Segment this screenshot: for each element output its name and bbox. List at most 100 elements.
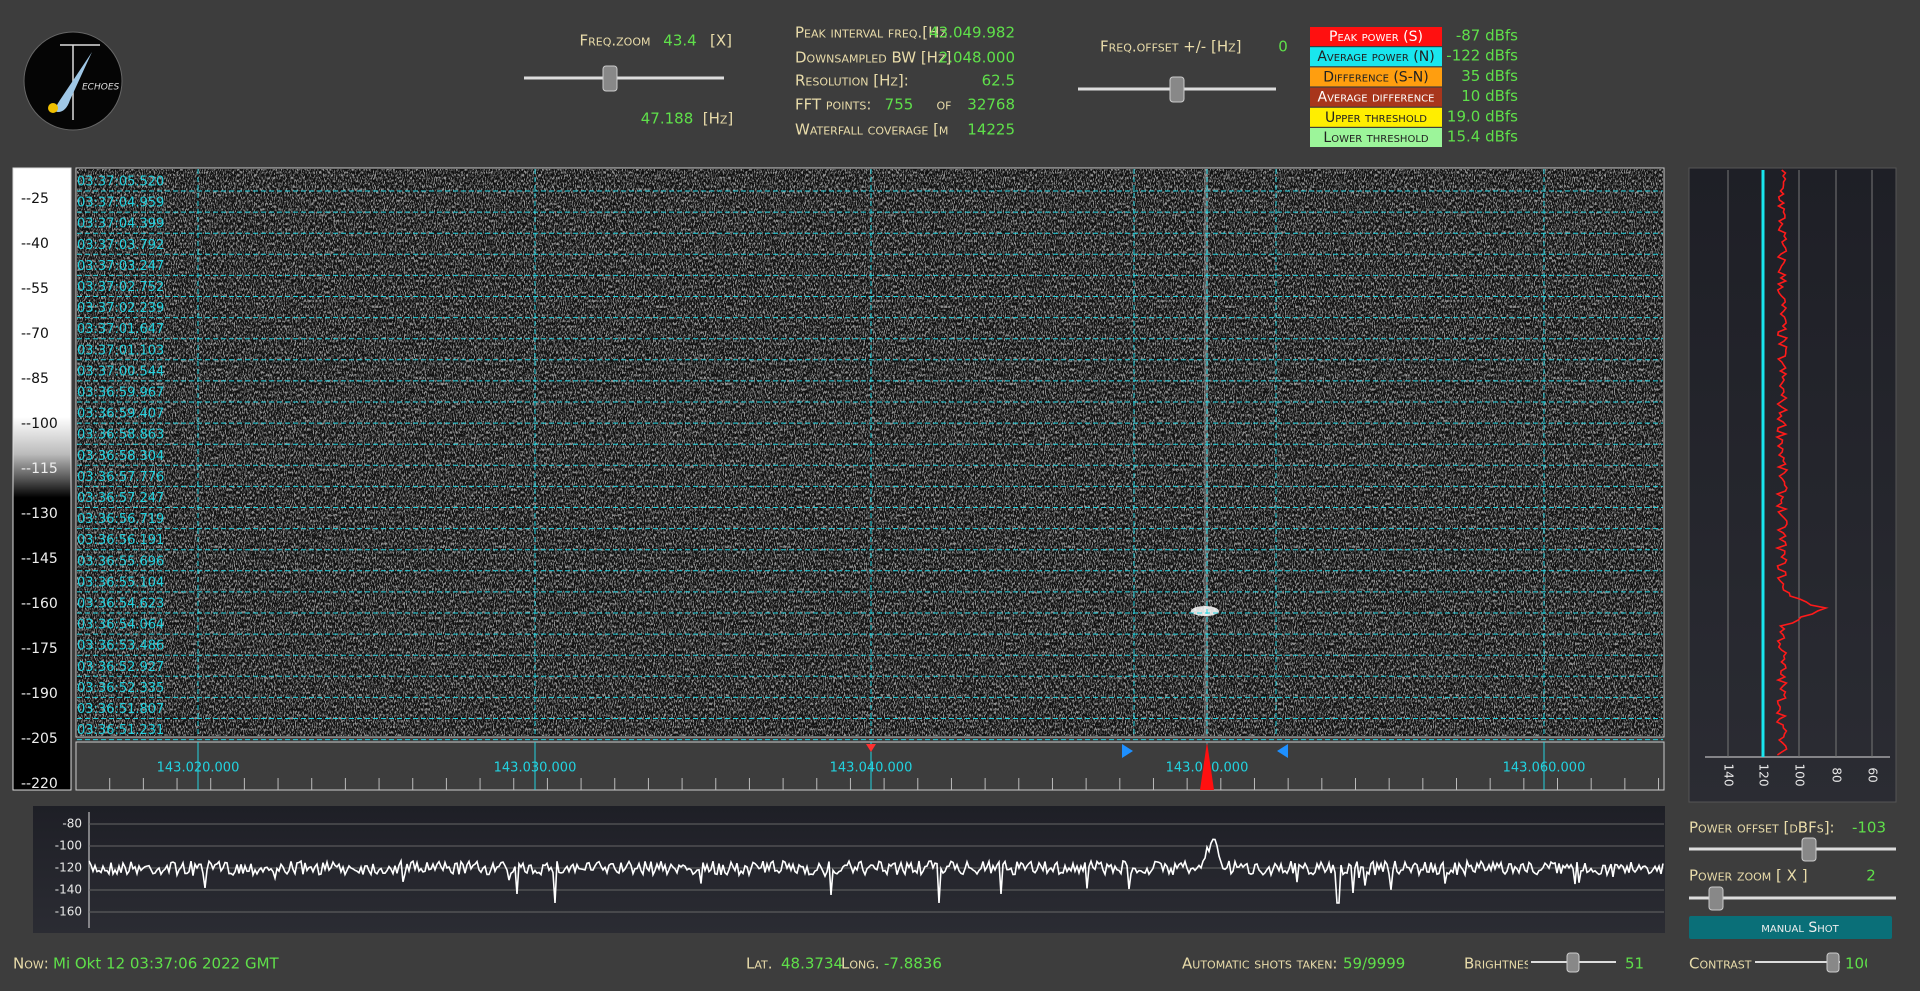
spectrum-label: -100 [55, 839, 82, 853]
info-value: 2.048.000 [939, 49, 1015, 67]
power-scale-label: --115 [21, 461, 58, 477]
timestamp: 03:36:52.335 [77, 681, 164, 696]
freq-label: 143.040.000 [830, 761, 913, 776]
info-label: Resolution [Hz]: [795, 72, 909, 90]
logo: ECHOES [23, 31, 123, 131]
legend-box [1310, 67, 1442, 87]
timestamp: 03:37:04.959 [77, 196, 164, 211]
power-scale-label: --25 [21, 191, 49, 207]
legend-value: 15.4 dBfs [1447, 128, 1518, 146]
timestamp: 03:36:59.407 [77, 407, 164, 422]
info-value: 755 [885, 96, 914, 114]
power-zoom-slider[interactable] [1708, 886, 1724, 911]
timestamp: 03:37:02.239 [77, 301, 164, 316]
brightness-label: Brightness [1464, 955, 1538, 973]
spectrum-label: -80 [62, 817, 82, 831]
legend-label: Peak power (S) [1329, 29, 1423, 45]
side-label: 140 [1722, 764, 1736, 787]
contrast-slider[interactable] [1826, 952, 1840, 973]
power-trace [1774, 169, 1829, 756]
timestamp: 03:36:55.104 [77, 575, 164, 590]
peak-marker [1200, 742, 1214, 790]
legend-label: Difference (S-N) [1323, 69, 1428, 85]
timestamp: 03:36:51.807 [77, 702, 164, 717]
contrast-clip: 100 [1845, 955, 1874, 973]
side-label: 120 [1757, 764, 1771, 787]
info-value: 32768 [967, 96, 1015, 114]
legend-value: -122 dBfs [1446, 47, 1518, 65]
legend-box [1310, 128, 1442, 147]
timestamp: 03:36:55.696 [77, 554, 164, 569]
timestamp: 03:37:03.792 [77, 238, 164, 253]
manual-shot-button[interactable] [1689, 916, 1892, 939]
timestamp: 03:36:53.486 [77, 639, 164, 654]
timestamp: 03:36:54.064 [77, 618, 164, 633]
svg-text:ECHOES: ECHOES [82, 83, 120, 93]
timestamp: 03:36:57.247 [77, 491, 164, 506]
zoom-unit: [X] [710, 32, 732, 50]
timestamp: 03:37:01.647 [77, 322, 164, 337]
zoom-slider[interactable] [602, 65, 618, 92]
power-scale-label: --205 [21, 731, 58, 747]
timestamp: 03:36:54.623 [77, 597, 164, 612]
brightness-clip: Brightness [1464, 955, 1538, 973]
side-label: 60 [1866, 767, 1880, 782]
timestamp: 03:36:58.304 [77, 449, 164, 464]
side-label: 80 [1830, 767, 1844, 782]
now-value: Mi Okt 12 03:37:06 2022 GMT [53, 955, 280, 973]
brightness-slider[interactable] [1566, 952, 1580, 973]
long-value: -7.8836 [884, 955, 942, 973]
timestamp: 03:36:56.719 [77, 512, 164, 527]
contrast-label: Contrast [1689, 955, 1752, 973]
power-scale-label: --175 [21, 641, 58, 657]
contrast-value: 100 [1845, 955, 1874, 973]
legend-box [1310, 87, 1442, 107]
freq-label: 143.020.000 [157, 761, 240, 776]
power-scale-label: --85 [21, 371, 49, 387]
signal-trace [1204, 169, 1208, 736]
shots-label: Automatic shots taken: [1182, 955, 1337, 973]
lat-value: 48.3734 [781, 955, 843, 973]
info-value: 14225 [967, 121, 1015, 139]
info-label: Waterfall coverage [m [795, 121, 948, 139]
power-scale-label: --70 [21, 326, 49, 342]
power-scale-label: --220 [21, 776, 58, 792]
now-label: Now: [13, 955, 49, 973]
info-of: of [937, 96, 952, 114]
offset-marker [1277, 744, 1288, 758]
offset-marker [1122, 744, 1133, 758]
span-value: 47.188 [641, 110, 694, 128]
timestamp: 03:36:51.231 [77, 723, 164, 738]
info-label: Peak interval freq.[Hz [795, 24, 947, 42]
info-label: FFT points: [795, 96, 871, 114]
span-unit: [Hz] [703, 110, 734, 128]
freq-label: 143.060.000 [1503, 761, 1586, 776]
lat-label: Lat. [746, 955, 773, 973]
freq-label: 143.030.000 [494, 761, 577, 776]
offset-value: 0 [1278, 38, 1288, 56]
timestamp: 03:36:56.191 [77, 533, 164, 548]
power-scale-label: --130 [21, 506, 58, 522]
meteor-echo [1191, 606, 1219, 616]
power-panel [1688, 167, 1897, 803]
offset-slider[interactable] [1169, 76, 1185, 103]
legend-box [1310, 47, 1442, 67]
power-scale-label: --55 [21, 281, 49, 297]
power-offset-slider[interactable] [1801, 837, 1817, 862]
power-offset-value: -103 [1852, 819, 1886, 837]
legend-label: Lower threshold [1323, 130, 1428, 146]
legend-box [1310, 107, 1442, 127]
spectrum-label: -140 [55, 883, 82, 897]
waterfall-noise [77, 169, 1663, 736]
brightness-value: 51 [1625, 955, 1644, 973]
legend-label: Upper threshold [1325, 110, 1427, 126]
power-scale-label: --100 [21, 416, 58, 432]
zoom-value: 43.4 [663, 32, 696, 50]
info-value: 62.5 [982, 72, 1015, 90]
timestamp: 03:36:52.927 [77, 660, 164, 675]
timestamp: 03:36:58.863 [77, 428, 164, 443]
timestamp: 03:36:59.967 [77, 386, 164, 401]
power-scale-label: --160 [21, 596, 58, 612]
info-value: 43.049.982 [929, 24, 1015, 42]
offset-label: Freq.offset +/- [Hz] [1100, 38, 1242, 56]
